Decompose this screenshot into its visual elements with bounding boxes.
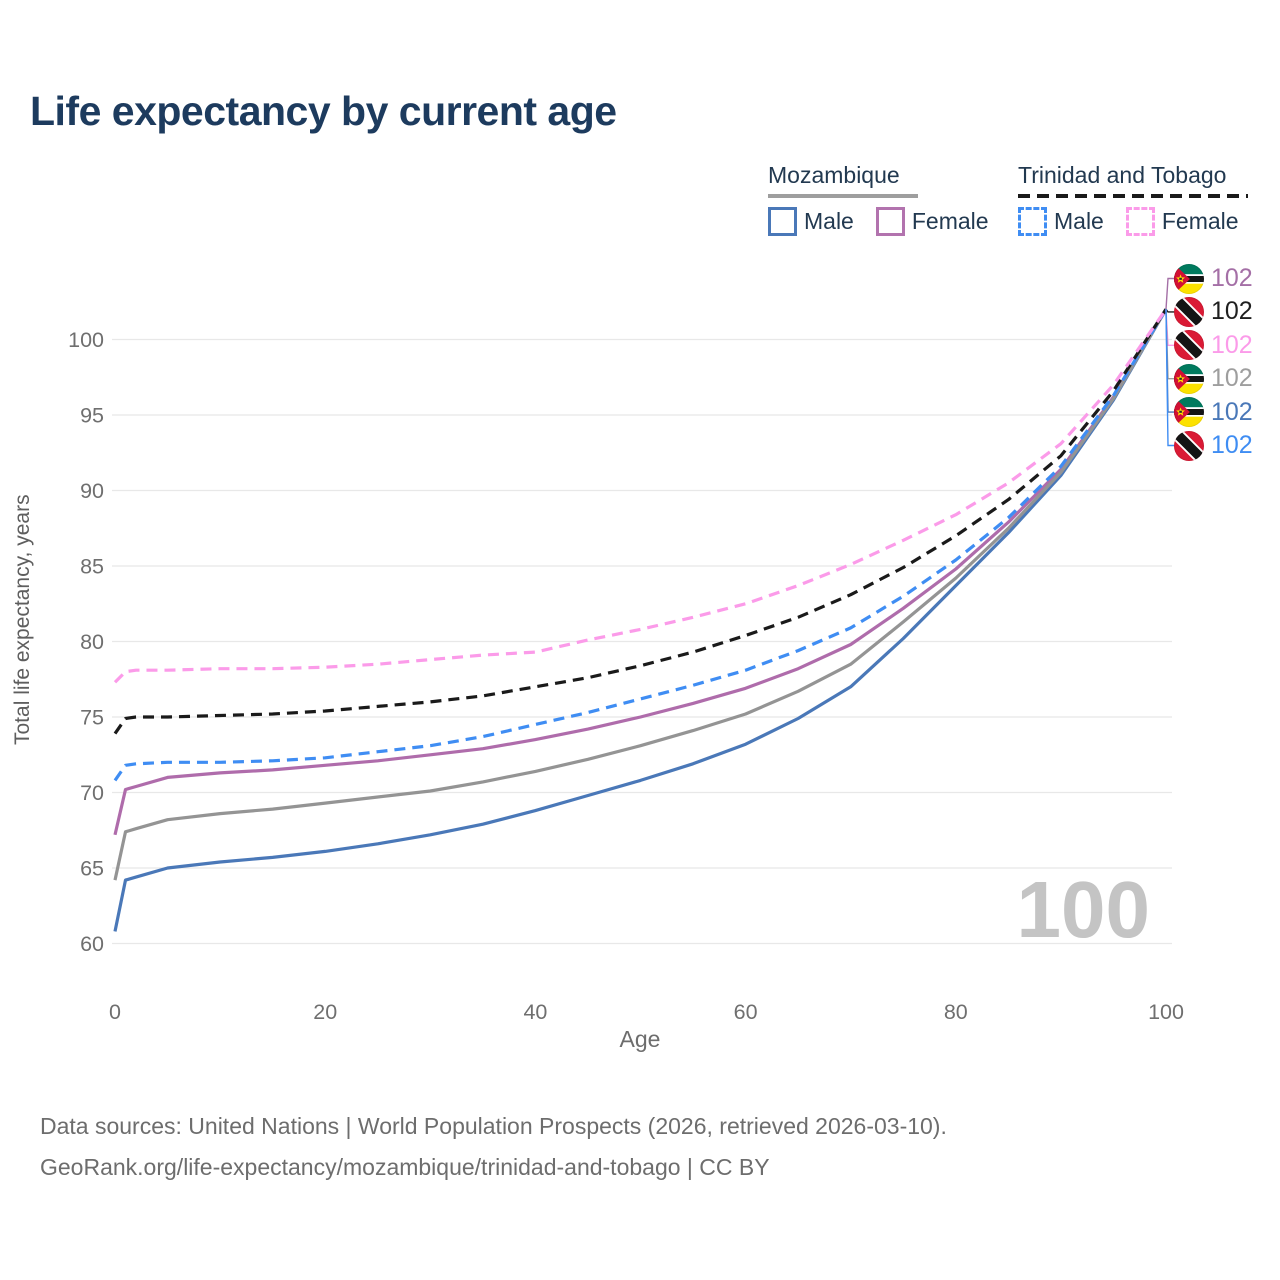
x-tick-0: 0 xyxy=(109,1000,121,1024)
legend-linestyle-solid xyxy=(768,194,918,198)
legend-label-trinidad-male[interactable]: Male xyxy=(1054,208,1104,234)
y-tick-100: 100 xyxy=(68,328,104,352)
end-value: 102 xyxy=(1211,297,1253,326)
end-label-connector xyxy=(1165,309,1175,447)
end-value: 102 xyxy=(1211,364,1253,393)
x-tick-100: 100 xyxy=(1148,1000,1184,1024)
legend-label-mozambique-female[interactable]: Female xyxy=(911,208,989,234)
legend-label-trinidad-female[interactable]: Female xyxy=(1161,208,1239,234)
x-tick-60: 60 xyxy=(734,1000,758,1024)
legend-linestyle-dashed xyxy=(1018,194,1248,198)
legend-group-trinidad-and-tobago: Trinidad and Tobago Male Female xyxy=(1018,162,1248,236)
end-value: 102 xyxy=(1211,264,1253,292)
y-tick-90: 90 xyxy=(80,479,104,503)
y-tick-65: 65 xyxy=(80,857,104,881)
trinidad-and-tobago-flag-icon xyxy=(1174,330,1204,360)
series-line-trinidad-and-tobago-both-sexes[interactable] xyxy=(113,308,1168,735)
end-label-connector xyxy=(1165,277,1175,310)
series-line-trinidad-and-tobago-male[interactable] xyxy=(113,308,1168,782)
y-tick-85: 85 xyxy=(80,555,104,579)
trinidad-and-tobago-flag-icon xyxy=(1174,431,1204,461)
x-tick-20: 20 xyxy=(313,1000,337,1024)
y-tick-60: 60 xyxy=(80,932,104,956)
trinidad-and-tobago-flag-icon xyxy=(1174,297,1204,327)
series-line-mozambique-male[interactable] xyxy=(113,308,1168,932)
legend-label-mozambique-male[interactable]: Male xyxy=(804,208,854,234)
mozambique-flag-icon xyxy=(1174,364,1204,394)
x-axis-title: Age xyxy=(619,1026,661,1052)
x-tick-80: 80 xyxy=(944,1000,968,1024)
end-value: 102 xyxy=(1211,431,1253,459)
y-tick-70: 70 xyxy=(80,781,104,805)
end-label-mozambique-female: 102 xyxy=(1174,264,1253,294)
end-label-trinidad-and-tobago-female: 102 xyxy=(1174,330,1253,360)
x-tick-40: 40 xyxy=(523,1000,547,1024)
end-label-trinidad-and-tobago-male: 102 xyxy=(1174,431,1253,461)
mozambique-flag-icon xyxy=(1174,397,1204,427)
legend-checkbox-trinidad-female[interactable] xyxy=(1125,207,1155,236)
series-line-trinidad-and-tobago-female[interactable] xyxy=(113,308,1168,684)
end-value: 102 xyxy=(1211,330,1253,359)
y-tick-80: 80 xyxy=(80,630,104,654)
page-title: Life expectancy by current age xyxy=(30,88,617,134)
end-value: 102 xyxy=(1211,397,1253,426)
legend-checkbox-mozambique-female[interactable] xyxy=(875,207,905,236)
y-axis-title: Total life expectancy, years xyxy=(11,494,34,746)
end-label-trinidad-and-tobago-both-sexes: 102 xyxy=(1174,297,1253,327)
y-tick-75: 75 xyxy=(80,706,104,730)
footer-attribution: GeoRank.org/life-expectancy/mozambique/t… xyxy=(40,1154,770,1180)
series-line-mozambique-both-sexes[interactable] xyxy=(113,308,1168,881)
mozambique-flag-icon xyxy=(1174,264,1204,294)
end-label-mozambique-male: 102 xyxy=(1174,397,1253,427)
footer: Data sources: United Nations | World Pop… xyxy=(40,1106,947,1188)
series-line-mozambique-female[interactable] xyxy=(113,308,1168,836)
legend-group-mozambique: Mozambique Male Female xyxy=(768,162,989,236)
y-tick-95: 95 xyxy=(80,404,104,428)
legend-group-title-mozambique: Mozambique xyxy=(768,162,900,188)
legend-checkbox-trinidad-male[interactable] xyxy=(1018,207,1047,236)
age-watermark: 100 xyxy=(1016,865,1150,954)
footer-data-sources: Data sources: United Nations | World Pop… xyxy=(40,1113,947,1139)
end-label-mozambique-both-sexes: 102 xyxy=(1174,364,1253,394)
legend-checkbox-mozambique-male[interactable] xyxy=(768,207,797,236)
legend-group-title-trinidad-and-tobago: Trinidad and Tobago xyxy=(1018,162,1227,188)
